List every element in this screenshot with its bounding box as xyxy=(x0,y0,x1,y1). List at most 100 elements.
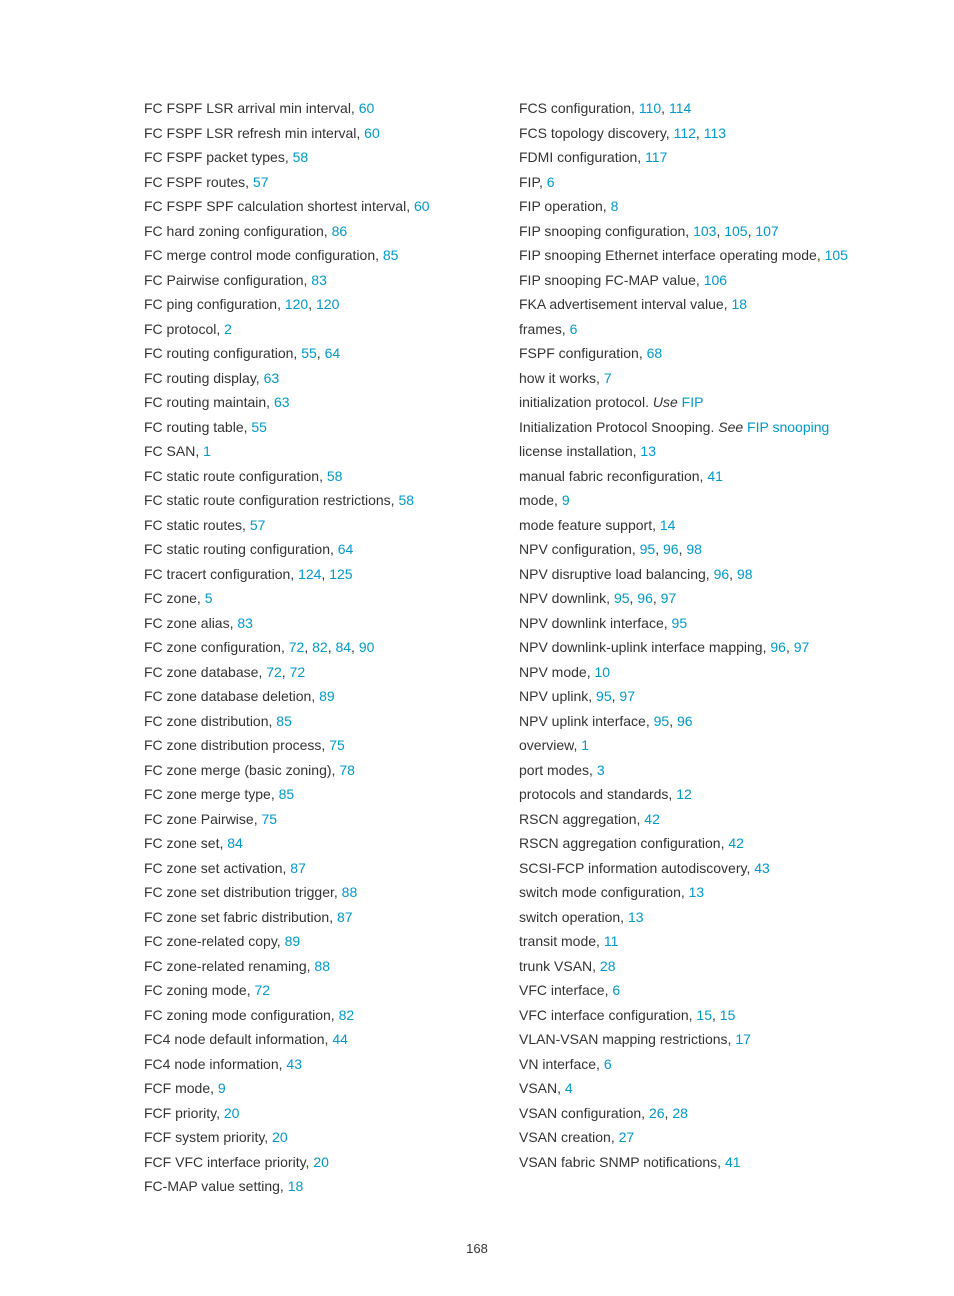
page-link[interactable]: 55 xyxy=(301,345,317,361)
page-link[interactable]: 17 xyxy=(735,1031,751,1047)
page-link[interactable]: 14 xyxy=(660,517,676,533)
page-link[interactable]: 83 xyxy=(237,615,253,631)
page-link[interactable]: 63 xyxy=(274,394,290,410)
page-link[interactable]: 6 xyxy=(604,1056,612,1072)
page-link[interactable]: 1 xyxy=(581,737,589,753)
page-link[interactable]: 96 xyxy=(663,541,679,557)
page-link[interactable]: 117 xyxy=(645,149,667,165)
page-link[interactable]: 6 xyxy=(547,174,555,190)
page-link[interactable]: 120 xyxy=(316,296,339,312)
page-link[interactable]: 96 xyxy=(714,566,730,582)
page-link[interactable]: 107 xyxy=(755,223,778,239)
page-link[interactable]: 18 xyxy=(731,296,747,312)
page-link[interactable]: 20 xyxy=(313,1154,329,1170)
page-link[interactable]: 88 xyxy=(342,884,358,900)
page-link[interactable]: 105 xyxy=(724,223,747,239)
page-link[interactable]: 103 xyxy=(693,223,716,239)
page-link[interactable]: 83 xyxy=(311,272,327,288)
page-link[interactable]: 120 xyxy=(285,296,308,312)
page-link[interactable]: 112 xyxy=(674,125,696,141)
page-link[interactable]: 85 xyxy=(383,247,399,263)
page-link[interactable]: 72 xyxy=(255,982,271,998)
page-link[interactable]: 64 xyxy=(325,345,341,361)
page-link[interactable]: 43 xyxy=(754,860,770,876)
page-link[interactable]: 3 xyxy=(597,762,605,778)
page-link[interactable]: 110 xyxy=(639,100,661,116)
page-link[interactable]: 96 xyxy=(637,590,653,606)
page-link[interactable]: 82 xyxy=(339,1007,355,1023)
page-link[interactable]: 28 xyxy=(600,958,616,974)
page-link[interactable]: 98 xyxy=(737,566,753,582)
page-link[interactable]: 114 xyxy=(669,100,691,116)
page-link[interactable]: 84 xyxy=(227,835,243,851)
page-link[interactable]: 26 xyxy=(649,1105,665,1121)
page-link[interactable]: 88 xyxy=(314,958,330,974)
page-link[interactable]: FIP xyxy=(682,394,704,410)
page-link[interactable]: 87 xyxy=(290,860,306,876)
page-link[interactable]: 64 xyxy=(338,541,354,557)
page-link[interactable]: 13 xyxy=(689,884,705,900)
page-link[interactable]: 10 xyxy=(594,664,610,680)
page-link[interactable]: 28 xyxy=(672,1105,688,1121)
page-link[interactable]: 60 xyxy=(414,198,430,214)
page-link[interactable]: 72 xyxy=(290,664,306,680)
page-link[interactable]: 2 xyxy=(224,321,232,337)
page-link[interactable]: 43 xyxy=(286,1056,302,1072)
page-link[interactable]: 42 xyxy=(644,811,660,827)
page-link[interactable]: FIP snooping xyxy=(747,419,829,435)
page-link[interactable]: 96 xyxy=(677,713,693,729)
page-link[interactable]: 85 xyxy=(279,786,295,802)
page-link[interactable]: 55 xyxy=(251,419,267,435)
page-link[interactable]: 82 xyxy=(312,639,328,655)
page-link[interactable]: 75 xyxy=(261,811,277,827)
page-link[interactable]: 20 xyxy=(272,1129,288,1145)
page-link[interactable]: 75 xyxy=(329,737,345,753)
page-link[interactable]: 89 xyxy=(285,933,301,949)
page-link[interactable]: 78 xyxy=(339,762,355,778)
page-link[interactable]: 27 xyxy=(619,1129,635,1145)
page-link[interactable]: 57 xyxy=(253,174,269,190)
page-link[interactable]: 72 xyxy=(266,664,282,680)
page-link[interactable]: 60 xyxy=(364,125,380,141)
page-link[interactable]: 124 xyxy=(298,566,321,582)
page-link[interactable]: 96 xyxy=(770,639,786,655)
page-link[interactable]: 89 xyxy=(319,688,335,704)
page-link[interactable]: 42 xyxy=(728,835,744,851)
page-link[interactable]: 20 xyxy=(224,1105,240,1121)
page-link[interactable]: 72 xyxy=(289,639,305,655)
page-link[interactable]: 4 xyxy=(565,1080,573,1096)
page-link[interactable]: 85 xyxy=(276,713,292,729)
page-link[interactable]: 106 xyxy=(704,272,727,288)
page-link[interactable]: 6 xyxy=(570,321,578,337)
page-link[interactable]: 7 xyxy=(604,370,612,386)
page-link[interactable]: 105 xyxy=(825,247,848,263)
page-link[interactable]: 9 xyxy=(218,1080,226,1096)
page-link[interactable]: 63 xyxy=(264,370,280,386)
page-link[interactable]: 95 xyxy=(596,688,612,704)
page-link[interactable]: 5 xyxy=(205,590,213,606)
page-link[interactable]: 13 xyxy=(640,443,656,459)
page-link[interactable]: 97 xyxy=(619,688,635,704)
page-link[interactable]: 58 xyxy=(398,492,414,508)
page-link[interactable]: 125 xyxy=(329,566,352,582)
page-link[interactable]: 57 xyxy=(250,517,266,533)
page-link[interactable]: 11 xyxy=(604,933,619,949)
page-link[interactable]: 95 xyxy=(654,713,670,729)
page-link[interactable]: 41 xyxy=(707,468,723,484)
page-link[interactable]: 68 xyxy=(647,345,663,361)
page-link[interactable]: 98 xyxy=(686,541,702,557)
page-link[interactable]: 13 xyxy=(628,909,644,925)
page-link[interactable]: 95 xyxy=(672,615,688,631)
page-link[interactable]: 15 xyxy=(720,1007,736,1023)
page-link[interactable]: 90 xyxy=(359,639,375,655)
page-link[interactable]: 58 xyxy=(293,149,309,165)
page-link[interactable]: 60 xyxy=(359,100,375,116)
page-link[interactable]: 18 xyxy=(288,1178,304,1194)
page-link[interactable]: 87 xyxy=(337,909,353,925)
page-link[interactable]: 97 xyxy=(794,639,810,655)
page-link[interactable]: 95 xyxy=(640,541,656,557)
page-link[interactable]: 95 xyxy=(614,590,630,606)
page-link[interactable]: 84 xyxy=(335,639,351,655)
page-link[interactable]: 1 xyxy=(203,443,211,459)
page-link[interactable]: 44 xyxy=(332,1031,348,1047)
